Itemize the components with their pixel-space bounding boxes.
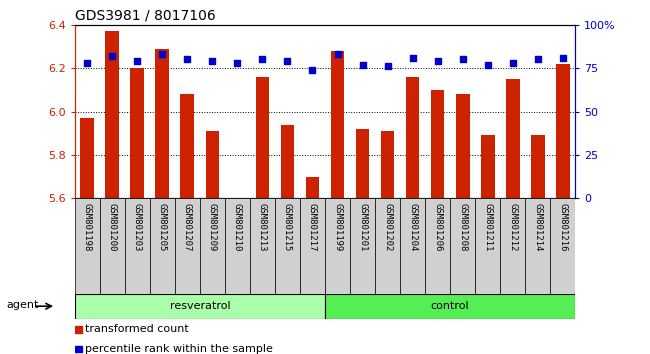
Bar [375,198,400,294]
Bar [475,198,500,294]
Bar [81,118,94,198]
Point [107,53,118,59]
Bar [350,198,375,294]
Bar [325,294,575,319]
Point [558,55,568,61]
Text: GSM801213: GSM801213 [258,203,267,251]
Bar [425,198,450,294]
Bar [200,198,225,294]
Text: GSM801203: GSM801203 [133,203,142,251]
Text: GSM801206: GSM801206 [433,203,442,251]
Point [132,58,142,64]
Bar [181,94,194,198]
Text: GSM801205: GSM801205 [158,203,167,251]
Bar [550,198,575,294]
Bar [400,198,425,294]
Text: GSM801199: GSM801199 [333,203,342,251]
Bar [356,129,369,198]
Point [82,60,92,66]
Point [282,58,293,64]
Text: GDS3981 / 8017106: GDS3981 / 8017106 [75,8,216,22]
Point [182,57,192,62]
Bar [75,198,100,294]
Point [382,64,393,69]
Bar [131,68,144,198]
Text: GSM801216: GSM801216 [558,203,567,251]
Bar [381,131,395,198]
Bar [331,51,345,198]
Bar [275,198,300,294]
Bar [525,198,550,294]
Text: GSM801202: GSM801202 [383,203,392,251]
Text: GSM801198: GSM801198 [83,203,92,251]
Bar [250,198,275,294]
Point [358,62,368,68]
Bar [306,177,319,198]
Point [232,60,242,66]
Text: resveratrol: resveratrol [170,301,230,311]
Text: GSM801208: GSM801208 [458,203,467,251]
Point [332,51,343,57]
Text: control: control [431,301,469,311]
Bar [531,135,545,198]
Bar [100,198,125,294]
Point [157,51,168,57]
Bar [325,198,350,294]
Bar [175,198,200,294]
Bar [75,326,83,333]
Point [257,57,268,62]
Text: transformed count: transformed count [85,324,189,334]
Bar [500,198,525,294]
Text: GSM801211: GSM801211 [483,203,492,251]
Bar [205,131,219,198]
Text: percentile rank within the sample: percentile rank within the sample [85,344,273,354]
Bar [406,77,419,198]
Bar [431,90,445,198]
Point [508,60,518,66]
Point [432,58,443,64]
Bar [125,198,150,294]
Bar [75,346,83,352]
Text: GSM801209: GSM801209 [208,203,217,251]
Text: GSM801201: GSM801201 [358,203,367,251]
Bar [300,198,325,294]
Text: agent: agent [6,300,38,310]
Point [532,57,543,62]
Bar [456,94,469,198]
Point [482,62,493,68]
Bar [556,64,569,198]
Text: GSM801207: GSM801207 [183,203,192,251]
Bar [75,294,325,319]
Point [408,55,418,61]
Text: GSM801215: GSM801215 [283,203,292,251]
Text: GSM801200: GSM801200 [108,203,117,251]
Text: GSM801217: GSM801217 [308,203,317,251]
Text: GSM801210: GSM801210 [233,203,242,251]
Text: GSM801204: GSM801204 [408,203,417,251]
Bar [481,135,495,198]
Bar [225,198,250,294]
Bar [450,198,475,294]
Point [458,57,468,62]
Bar [105,31,119,198]
Text: GSM801212: GSM801212 [508,203,517,251]
Text: GSM801214: GSM801214 [533,203,542,251]
Point [307,67,318,73]
Bar [255,77,269,198]
Bar [155,48,169,198]
Bar [150,198,175,294]
Bar [506,79,519,198]
Bar [281,125,294,198]
Point [207,58,218,64]
